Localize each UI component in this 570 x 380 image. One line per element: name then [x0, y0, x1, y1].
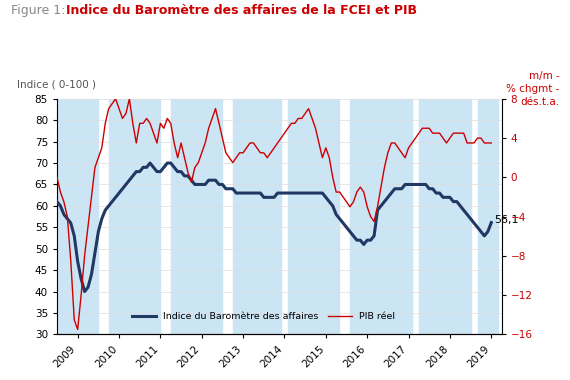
Bar — [57, 99, 99, 334]
Bar — [233, 99, 281, 334]
Bar — [171, 99, 222, 334]
Text: Indice ( 0-100 ): Indice ( 0-100 ) — [17, 79, 96, 89]
Text: 56,1: 56,1 — [495, 215, 519, 225]
Text: Figure 1:: Figure 1: — [11, 4, 70, 17]
Bar — [109, 99, 160, 334]
Text: m/m -
% chgmt -
dés.t.a.: m/m - % chgmt - dés.t.a. — [506, 71, 559, 107]
Text: Indice du Baromètre des affaires de la FCEI et PIB: Indice du Baromètre des affaires de la F… — [66, 4, 417, 17]
Bar — [288, 99, 340, 334]
Bar — [478, 99, 498, 334]
Bar — [350, 99, 412, 334]
Legend: Indice du Baromètre des affaires, PIB réel: Indice du Baromètre des affaires, PIB ré… — [128, 309, 399, 325]
Bar — [419, 99, 471, 334]
